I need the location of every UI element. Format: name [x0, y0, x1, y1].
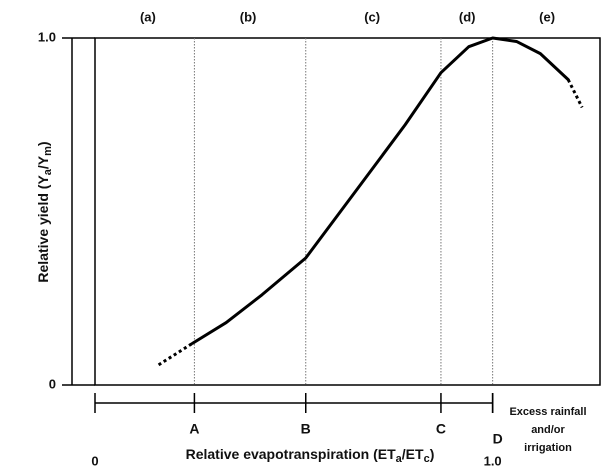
- marker-label: B: [301, 421, 311, 437]
- x-tick-label: 1.0: [484, 453, 502, 468]
- annotation: Excess rainfall: [509, 406, 586, 418]
- y-label-part: /Y: [35, 155, 51, 169]
- marker-label: D: [493, 431, 503, 447]
- x-label-part: Relative evapotranspiration (ET: [186, 446, 397, 462]
- region-label: (a): [140, 9, 156, 24]
- x-axis-label: Relative evapotranspiration (ETa/ETc): [186, 446, 435, 465]
- y-tick-label: 0: [49, 376, 56, 391]
- x-label-sub: a: [396, 453, 403, 465]
- region-label: (c): [364, 9, 380, 24]
- y-label-sub: a: [42, 168, 54, 175]
- annotation: and/or: [531, 424, 565, 436]
- y-tick-label: 1.0: [38, 29, 56, 44]
- curve: [566, 78, 584, 109]
- x-label-sub: c: [424, 453, 430, 465]
- annotation: irrigation: [524, 442, 572, 454]
- region-label: (e): [539, 9, 555, 24]
- x-label-part: ): [430, 446, 435, 462]
- y-label-part: ): [35, 141, 51, 146]
- curve: [157, 342, 194, 367]
- plot-frame: [94, 37, 601, 386]
- x-label-part: /ET: [402, 446, 424, 462]
- region-label: (b): [240, 9, 257, 24]
- marker-label: A: [189, 421, 199, 437]
- x-tick-label: 0: [91, 453, 98, 468]
- region-label: (d): [459, 9, 476, 24]
- y-label-part: Relative yield (Y: [35, 175, 51, 283]
- y-axis-label: Relative yield (Ya/Ym): [35, 141, 54, 282]
- y-label-sub: m: [42, 146, 54, 156]
- curve: [190, 36, 570, 345]
- marker-label: C: [436, 421, 446, 437]
